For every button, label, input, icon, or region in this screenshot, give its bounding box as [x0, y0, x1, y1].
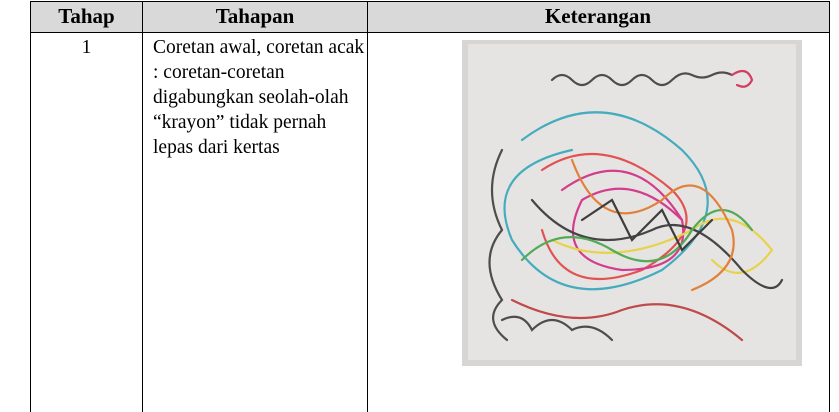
border	[367, 1, 368, 412]
drawing-image	[462, 40, 802, 366]
border	[30, 32, 830, 33]
border	[30, 1, 830, 2]
border	[142, 1, 143, 412]
header-cell: Tahapan	[143, 1, 367, 32]
border	[30, 1, 31, 412]
page: {"table": {"headers": ["Tahap", "Tahapan…	[0, 0, 839, 412]
header-cell: Tahap	[30, 1, 143, 32]
cell: 1	[30, 35, 143, 60]
cell: Coretan awal, coretan acak : coretan-cor…	[153, 35, 365, 160]
header-cell: Keterangan	[367, 1, 829, 32]
border	[829, 1, 830, 412]
